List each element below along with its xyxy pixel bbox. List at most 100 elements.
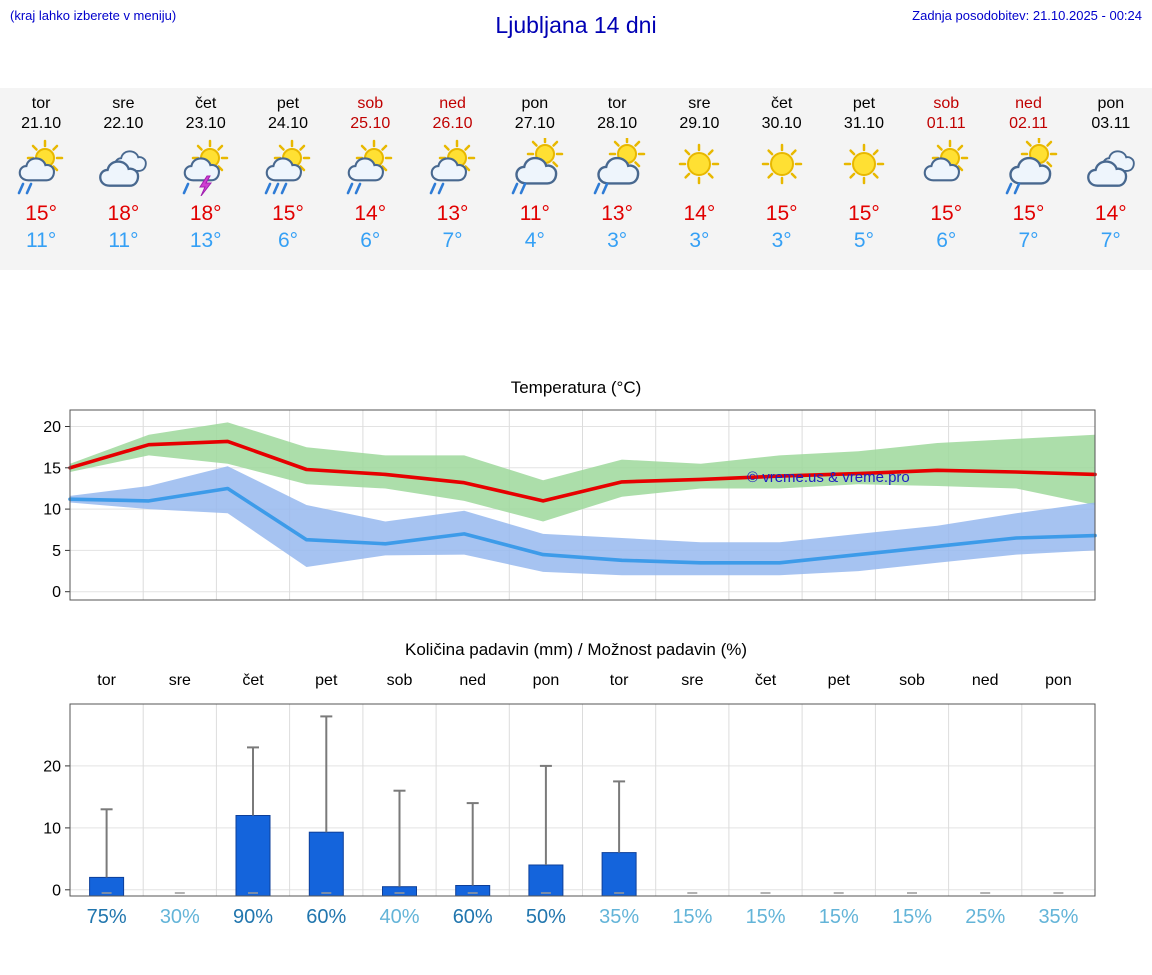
sun-rain-icon [338, 138, 402, 198]
precip-probability-label: 15% [745, 906, 786, 928]
last-update-text: Zadnja posodobitev: 21.10.2025 - 00:24 [912, 8, 1142, 23]
sunny-icon [832, 138, 896, 198]
svg-text:20: 20 [43, 419, 61, 436]
low-temp: 5° [853, 229, 874, 252]
high-temp: 14° [354, 202, 387, 225]
low-temp: 4° [524, 229, 545, 252]
precip-day-label: sre [681, 672, 704, 689]
low-temp: 3° [689, 229, 710, 252]
low-temp: 13° [189, 229, 222, 252]
high-temp: 15° [930, 202, 963, 225]
date-label: 21.10 [21, 115, 62, 132]
low-temp: 3° [607, 229, 628, 252]
day-label: čet [195, 95, 217, 112]
precip-probability-label: 15% [892, 906, 933, 928]
high-temp: 15° [1012, 202, 1045, 225]
precipitation-day-labels: tor sre čet pet sob ned pon tor sre čet pet sob ned p… [70, 672, 1095, 690]
low-temp: 7° [1100, 229, 1121, 252]
precip-probability-label: 35% [1038, 906, 1079, 928]
sun-cloud-rain-icon [997, 135, 1061, 198]
date-label: 27.10 [514, 115, 555, 132]
sun-cloud-rain-icon [503, 135, 567, 198]
date-label: 30.10 [761, 115, 802, 132]
high-temp: 18° [107, 202, 140, 225]
precip-day-label: sob [899, 672, 925, 689]
svg-text:20: 20 [43, 758, 61, 775]
svg-text:10: 10 [43, 502, 61, 519]
precip-day-label: sre [168, 672, 191, 689]
precip-probability-label: 30% [159, 906, 200, 928]
day-label: pet [276, 95, 300, 112]
date-label: 31.10 [843, 115, 884, 132]
forecast-day-column: sre 29.10 14° 3° [658, 88, 740, 270]
precipitation-probability-row: 75% 30% 90% 60% 40% 60% 50% 35% 15% 15% 15% 15% 25% 3… [70, 906, 1095, 929]
temperature-chart: 0 5 10 15 20 © vreme.us & vreme.pro [28, 400, 1108, 617]
date-label: 23.10 [185, 115, 226, 132]
day-label: čet [771, 95, 793, 112]
forecast-day-column: sob 01.11 15° 6° [905, 88, 987, 270]
precip-probability-label: 35% [599, 906, 640, 928]
day-label: sre [112, 95, 135, 112]
low-temp: 7° [1018, 229, 1039, 252]
precip-probability-label: 50% [525, 906, 566, 928]
high-temp: 15° [25, 202, 58, 225]
precip-day-label: tor [609, 672, 629, 689]
day-label: ned [1015, 95, 1042, 112]
precip-day-label: sob [386, 672, 413, 689]
low-temp: 3° [771, 229, 792, 252]
forecast-day-column: ned 26.10 13° 7° [411, 88, 493, 270]
high-temp: 14° [683, 202, 716, 225]
forecast-day-column: pon 03.11 14° 7° [1070, 88, 1152, 270]
day-label: pon [521, 95, 549, 112]
page-title: Ljubljana 14 dni [495, 12, 657, 38]
location-menu-hint: (kraj lahko izberete v meniju) [10, 8, 177, 23]
sunny-icon [750, 138, 814, 198]
sun-heavy-rain-icon [256, 138, 320, 198]
sun-rain-icon [421, 138, 485, 198]
day-label: ned [439, 95, 466, 112]
forecast-day-column: tor 28.10 13° 3° [576, 88, 658, 270]
high-temp: 15° [848, 202, 880, 225]
day-label: sre [688, 95, 711, 112]
temperature-chart-title: Temperatura (°C) [510, 378, 642, 397]
day-label: pon [1097, 95, 1125, 112]
precip-probability-label: 40% [379, 906, 420, 928]
high-temp: 15° [765, 202, 798, 225]
forecast-day-column: ned 02.11 15° 7° [987, 88, 1069, 270]
temperature-chart-svg: 0 5 10 15 20 © vreme.us & vreme.pro [43, 409, 1097, 601]
day-label: tor [31, 95, 51, 112]
precip-day-label: pet [827, 672, 850, 689]
date-label: 26.10 [432, 115, 473, 132]
precip-day-label: čet [242, 672, 264, 689]
forecast-day-column: sre 22.10 18° 11° [82, 88, 164, 270]
sun-rain-icon [9, 138, 73, 198]
svg-text:0: 0 [52, 882, 61, 899]
low-temp: 7° [442, 229, 463, 252]
date-label: 02.11 [1009, 115, 1048, 132]
high-temp: 15° [272, 202, 304, 225]
precipitation-chart: 0 10 20 [28, 700, 1108, 907]
low-temp: 6° [936, 229, 957, 252]
precip-day-label: pet [315, 672, 338, 689]
date-label: 24.10 [267, 115, 308, 132]
forecast-day-column: čet 23.10 18° 13° [165, 88, 247, 270]
low-temp: 11° [108, 229, 139, 252]
sun-thunder-icon [174, 138, 238, 198]
precip-day-label: ned [971, 672, 999, 689]
forecast-day-column: pet 24.10 15° 6° [247, 88, 329, 270]
precip-probability-label: 60% [452, 906, 493, 928]
low-temp: 6° [360, 229, 381, 252]
precip-probability-label: 75% [86, 906, 127, 928]
precip-day-label: pon [1045, 672, 1072, 689]
forecast-day-column: tor 21.10 15° 11° [0, 88, 82, 270]
date-label: 28.10 [597, 115, 638, 132]
high-temp: 13° [436, 202, 469, 225]
sun-cloud-rain-icon [585, 135, 649, 198]
forecast-day-column: pet 31.10 15° 5° [823, 88, 905, 270]
precip-day-label: pon [532, 672, 560, 689]
forecast-day-column: pon 27.10 11° 4° [494, 88, 576, 270]
forecast-day-column: sob 25.10 14° 6° [329, 88, 411, 270]
precip-probability-label: 60% [306, 906, 347, 928]
svg-text:© vreme.us & vreme.pro: © vreme.us & vreme.pro [747, 469, 910, 486]
